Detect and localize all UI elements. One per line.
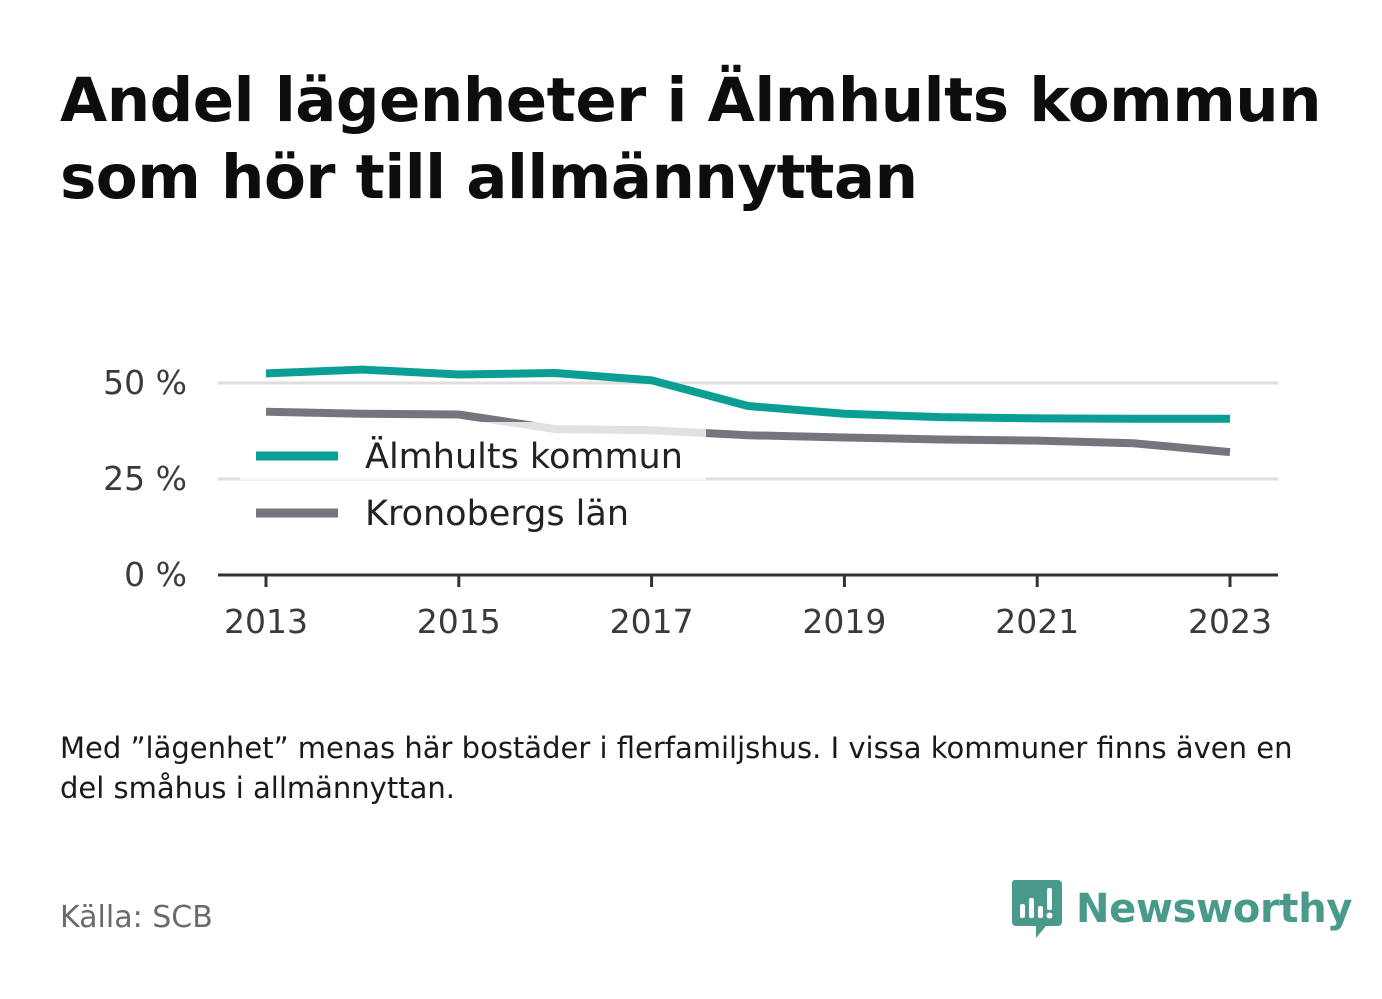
y-tick-label: 50 % — [103, 363, 187, 402]
y-tick-label: 25 % — [103, 459, 187, 498]
chart-legend: Älmhults kommun Kronobergs län — [240, 422, 706, 534]
chart-note: Med ”lägenhet” menas här bostäder i fler… — [60, 731, 1293, 805]
series-line-almhult — [265, 365, 1230, 423]
brand-name: Newsworthy — [1076, 886, 1353, 932]
newsworthy-logo-icon — [1011, 880, 1062, 938]
legend-label-kronoberg: Kronobergs län — [365, 494, 629, 534]
x-tick-label: 2019 — [802, 602, 886, 641]
y-axis-tick-labels: 0 % 25 % 50 % — [103, 363, 187, 594]
y-tick-label: 0 % — [124, 555, 187, 594]
legend-label-almhult: Älmhults kommun — [365, 435, 683, 477]
x-tick-label: 2023 — [1188, 602, 1272, 641]
series-line-kronoberg — [265, 407, 1231, 457]
chart-series-lines — [265, 365, 1231, 457]
x-axis-tick-labels: 2013 2015 2017 2019 2021 2023 — [224, 602, 1272, 641]
chart-title: Andel lägenheter i Älmhults kommun som h… — [60, 62, 1350, 216]
x-tick-label: 2017 — [610, 602, 694, 641]
x-axis — [218, 573, 1278, 587]
legend-background — [240, 422, 706, 480]
x-tick-label: 2013 — [224, 602, 308, 641]
chart-title-line-1: Andel lägenheter i Älmhults kommun — [60, 65, 1322, 136]
line-chart: 0 % 25 % 50 % 2013 2015 2017 2019 2021 2023 Älm… — [103, 363, 1278, 641]
x-tick-label: 2021 — [995, 602, 1079, 641]
chart-title-line-2: som hör till allmännyttan — [60, 142, 918, 213]
source-label: Källa: SCB — [60, 900, 213, 935]
x-tick-label: 2015 — [417, 602, 501, 641]
newsworthy-brand: Newsworthy — [1010, 878, 1353, 940]
